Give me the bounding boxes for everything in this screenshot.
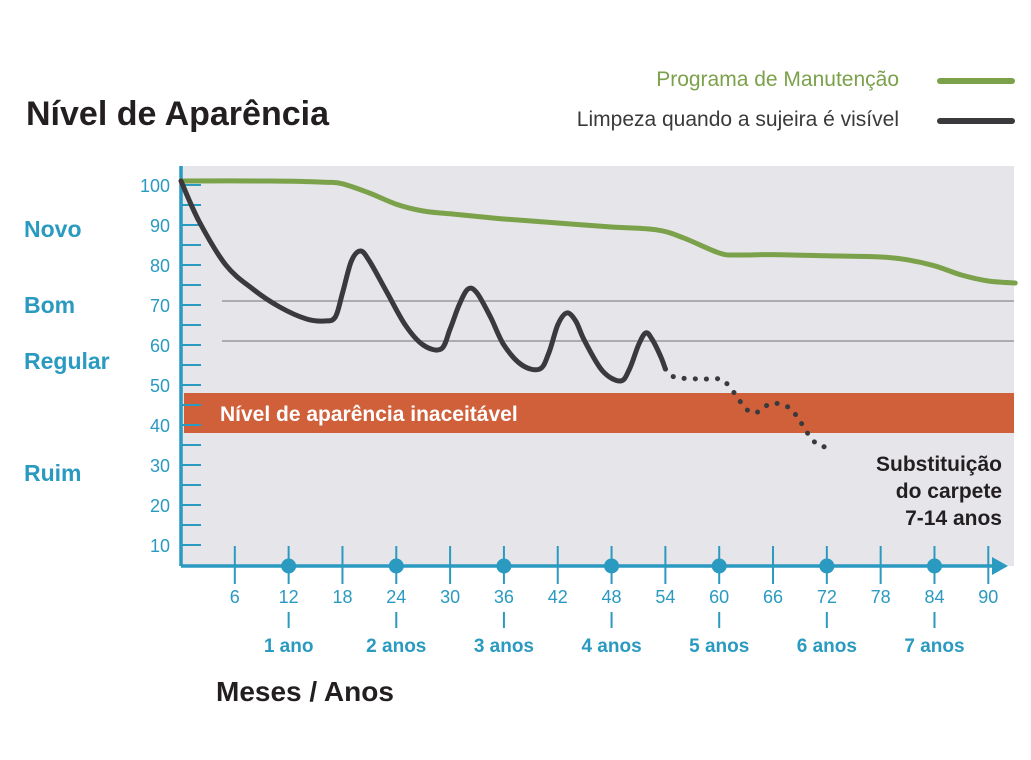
quality-label-novo: Novo [24, 216, 82, 242]
x-tick-label-30: 30 [440, 587, 460, 607]
x-tick-label-78: 78 [871, 587, 891, 607]
x-tick-label-90: 90 [978, 587, 998, 607]
year-label-48: 4 anos [581, 636, 641, 657]
year-label-12: 1 ano [264, 636, 314, 657]
x-axis-title: Meses / Anos [216, 676, 394, 707]
x-tick-label-24: 24 [386, 587, 406, 607]
year-marker-36 [496, 558, 512, 574]
year-marker-12 [281, 558, 297, 574]
series-line-visible-dirt-projection [662, 366, 830, 450]
y-tick-label-20: 20 [150, 496, 170, 516]
y-tick-label-50: 50 [150, 376, 170, 396]
year-label-72: 6 anos [797, 636, 857, 657]
y-tick-label-60: 60 [150, 336, 170, 356]
year-marker-60 [711, 558, 727, 574]
y-tick-label-90: 90 [150, 216, 170, 236]
legend-swatch-visible-dirt [937, 118, 1015, 124]
year-label-84: 7 anos [904, 636, 964, 657]
series-line-maintenance [178, 178, 1018, 286]
y-tick-label-30: 30 [150, 456, 170, 476]
replacement-note-line-2: do carpete [896, 480, 1002, 503]
year-label-60: 5 anos [689, 636, 749, 657]
chart-title: Nível de Aparência [26, 95, 329, 133]
year-marker-72 [819, 558, 835, 574]
unacceptable-band [184, 393, 1014, 433]
x-tick-label-60: 60 [709, 587, 729, 607]
x-tick-label-66: 66 [763, 587, 783, 607]
year-marker-48 [604, 558, 620, 574]
quality-label-ruim: Ruim [24, 460, 82, 486]
replacement-note-line-1: Substituição [876, 453, 1002, 476]
replacement-note-line-3: 7-14 anos [905, 507, 1002, 530]
x-tick-label-6: 6 [230, 587, 240, 607]
quality-label-bom: Bom [24, 292, 76, 318]
x-axis-arrow [992, 557, 1008, 575]
y-tick-label-80: 80 [150, 256, 170, 276]
year-marker-84 [926, 558, 942, 574]
legend-label-visible-dirt: Limpeza quando a sujeira é visível [576, 108, 899, 131]
legend-label-maintenance: Programa de Manutenção [656, 68, 899, 91]
quality-label-regular: Regular [24, 348, 110, 374]
x-tick-label-36: 36 [494, 587, 514, 607]
y-tick-label-10: 10 [150, 536, 170, 556]
year-marker-24 [388, 558, 404, 574]
y-tick-label-40: 40 [150, 416, 170, 436]
x-tick-label-12: 12 [279, 587, 299, 607]
x-tick-label-18: 18 [332, 587, 352, 607]
x-tick-label-42: 42 [548, 587, 568, 607]
year-label-24: 2 anos [366, 636, 426, 657]
legend-swatch-maintenance [937, 78, 1015, 84]
series-line-visible-dirt [178, 178, 668, 384]
x-tick-label-84: 84 [924, 587, 944, 607]
unacceptable-band-label: Nível de aparência inaceitável [220, 403, 518, 426]
x-tick-label-72: 72 [817, 587, 837, 607]
y-tick-label-70: 70 [150, 296, 170, 316]
year-label-36: 3 anos [474, 636, 534, 657]
x-tick-label-54: 54 [655, 587, 675, 607]
x-tick-label-48: 48 [602, 587, 622, 607]
y-tick-label-100: 100 [140, 176, 170, 196]
